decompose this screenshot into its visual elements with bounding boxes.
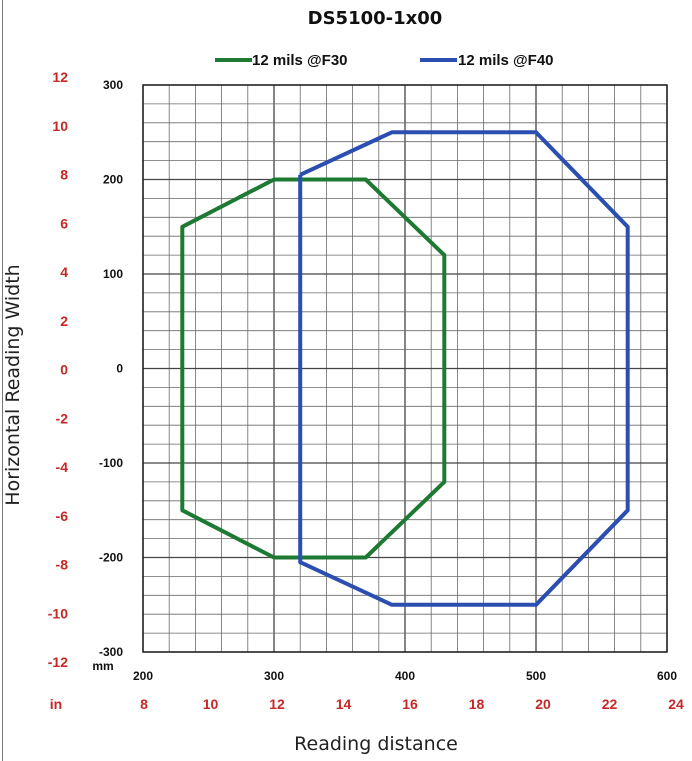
y-tick-in: -10 [48,605,68,621]
x-tick-in: 12 [269,696,285,712]
y-tick-in: 8 [60,167,68,183]
series-group [180,130,630,607]
x-tick-in: 24 [668,696,684,712]
y-tick-in: 4 [60,264,68,280]
x-tick-mm: 600 [657,669,677,683]
y-tick-in: 2 [60,313,68,329]
tick-labels: 200 300 400 500 6003002001000-100-200-300mm8… [48,69,684,712]
frame-border [2,0,3,761]
x-tick-mm: 500 [526,669,546,683]
x-unit-in: in [50,696,62,712]
x-tick-in: 8 [140,696,148,712]
legend: 12 mils @F30 12 mils @F40 [215,52,554,69]
y-tick-mm: 100 [103,267,123,281]
y-tick-mm: 200 [103,173,123,187]
x-tick-mm: 300 [264,669,284,683]
x-tick-mm: 400 [395,669,415,683]
x-tick-in: 20 [535,696,551,712]
y-tick-in: 0 [60,362,68,378]
plot-border [142,84,668,653]
x-axis-title: Reading distance [294,733,458,755]
y-tick-mm: 300 [103,78,123,92]
y-tick-mm: -300 [99,645,123,659]
x-tick-in: 16 [402,696,418,712]
y-axis-title: Horizontal Reading Width [2,264,24,505]
y-tick-in: -8 [56,557,69,573]
legend-label-1: 12 mils @F30 [252,52,348,69]
series-line-2 [298,130,630,607]
x-tick-in: 18 [469,696,485,712]
y-tick-in: -4 [56,459,69,475]
y-tick-in: -6 [56,508,69,524]
legend-label-2: 12 mils @F40 [458,52,554,69]
y-tick-in: 12 [52,69,68,85]
y-tick-in: 10 [52,118,68,134]
chart-title: DS5100-1x00 [308,8,443,29]
x-tick-in: 22 [602,696,618,712]
grid [142,84,668,653]
y-tick-mm: -100 [99,456,123,470]
y-tick-in: -12 [48,654,68,670]
x-unit-mm: mm [92,659,113,673]
y-tick-mm: 0 [116,362,123,376]
y-tick-in: -2 [56,410,69,426]
x-tick-in: 10 [203,696,219,712]
x-tick-in: 14 [336,696,352,712]
series-line-1 [180,177,447,560]
y-tick-in: 6 [60,215,68,231]
x-tick-mm: 200 [133,669,153,683]
y-tick-mm: -200 [99,551,123,565]
